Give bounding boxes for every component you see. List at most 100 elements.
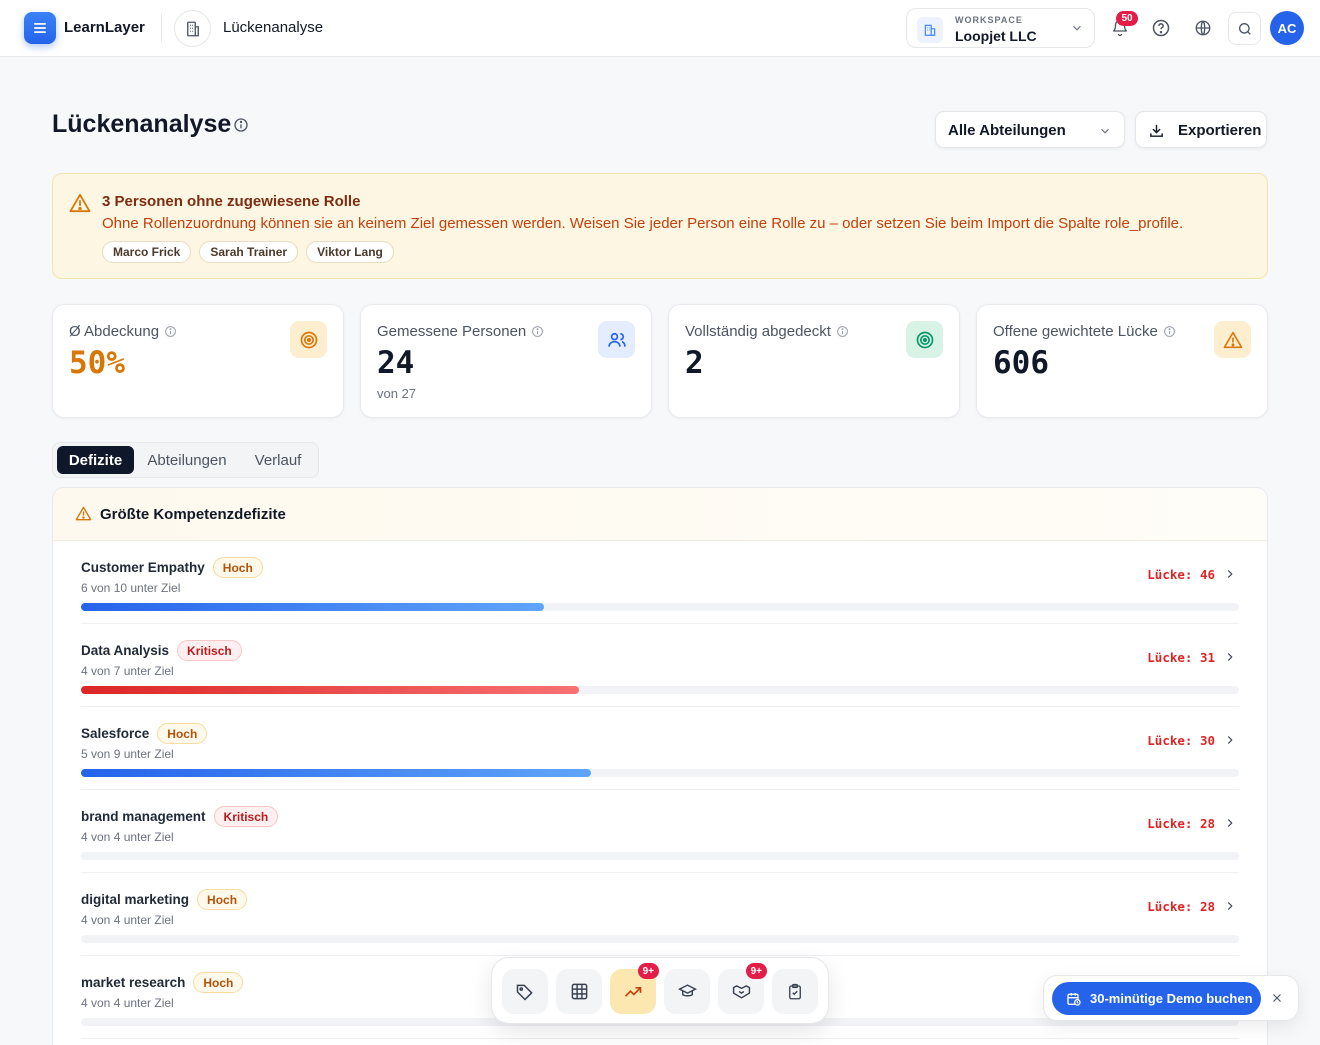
severity-badge: Hoch (197, 889, 248, 910)
workspace-label: WORKSPACE (955, 15, 1023, 25)
bottom-dock: 9+ 9+ (491, 957, 829, 1024)
severity-badge: Kritisch (213, 806, 279, 827)
skill-name-group: Salesforce Hoch (81, 723, 208, 744)
panel-header: Größte Kompetenzdefizite (53, 488, 1267, 541)
deficit-row[interactable]: Customer Empathy Hoch 6 von 10 unter Ziel L… (81, 541, 1239, 624)
notification-badge: 50 (1116, 11, 1138, 26)
view-tabs: Defizite Abteilungen Verlauf (52, 442, 319, 478)
progress-track (81, 686, 1239, 694)
building-icon (174, 10, 211, 47)
tab-verlauf[interactable]: Verlauf (254, 451, 302, 469)
menu-logo-icon[interactable] (24, 12, 56, 44)
dock-badge: 9+ (637, 963, 659, 979)
warning-icon (69, 193, 91, 213)
dock-button-grid[interactable] (556, 969, 602, 1014)
chevron-right-icon[interactable] (1223, 733, 1237, 747)
top-bar: LearnLayer Lückenanalyse WORKSPACE Loopj… (0, 0, 1320, 57)
severity-badge: Kritisch (177, 640, 242, 661)
tab-abteilungen[interactable]: Abteilungen (147, 451, 227, 469)
close-icon[interactable] (1270, 991, 1284, 1005)
deficit-row[interactable]: brand management Kritisch 4 von 4 unter Zi… (81, 790, 1239, 873)
panel-title: Größte Kompetenzdefizite (100, 506, 286, 523)
info-icon[interactable] (836, 325, 849, 338)
graduation-cap-icon (677, 984, 697, 997)
warning-icon (1214, 321, 1251, 358)
gap-value: Lücke: 28 (1147, 816, 1215, 831)
deficit-row[interactable]: Salesforce Hoch 5 von 9 unter Ziel Lücke: 3… (81, 707, 1239, 790)
user-avatar[interactable]: AC (1270, 11, 1304, 45)
chevron-right-icon[interactable] (1223, 650, 1237, 664)
deficit-row[interactable]: Data Analysis Kritisch 4 von 7 unter Ziel L… (81, 624, 1239, 707)
person-chips: Marco Frick Sarah Trainer Viktor Lang (102, 241, 394, 263)
stat-label: Gemessene Personen (377, 323, 544, 340)
dock-button-tasks[interactable] (772, 969, 818, 1014)
chevron-down-icon (1101, 128, 1109, 134)
workspace-switcher[interactable]: WORKSPACE Loopjet LLC (906, 8, 1095, 48)
search-icon (1238, 22, 1251, 35)
dock-button-tags[interactable] (502, 969, 548, 1014)
person-chip[interactable]: Sarah Trainer (199, 241, 299, 263)
calendar-clock-icon (1067, 992, 1081, 1006)
deficit-row[interactable]: digital marketing Hoch 4 von 4 unter Ziel L… (81, 873, 1239, 956)
info-icon[interactable] (233, 117, 249, 138)
person-chip[interactable]: Viktor Lang (306, 241, 394, 263)
workspace-name: Loopjet LLC (955, 28, 1037, 44)
skill-name: market research (81, 975, 186, 990)
skill-name-group: digital marketing Hoch (81, 889, 248, 910)
skill-name: brand management (81, 809, 206, 824)
progress-track (81, 769, 1239, 777)
divider (161, 14, 162, 42)
stat-card-coverage: Ø Abdeckung 50% (52, 304, 344, 418)
users-icon (598, 321, 635, 358)
skill-name-group: brand management Kritisch (81, 806, 279, 827)
chevron-right-icon[interactable] (1223, 899, 1237, 913)
book-demo-label: 30-minütige Demo buchen (1090, 991, 1253, 1006)
chevron-right-icon[interactable] (1223, 567, 1237, 581)
warning-text: Ohne Rollenzuordnung können sie an keine… (102, 215, 1184, 232)
info-icon[interactable] (531, 325, 544, 338)
chevron-right-icon[interactable] (1223, 816, 1237, 830)
progress-fill (81, 603, 545, 611)
department-select[interactable]: Alle Abteilungen (935, 111, 1125, 148)
below-target-count: 4 von 4 unter Ziel (81, 830, 174, 844)
deficits-panel: Größte Kompetenzdefizite Customer Empath… (52, 487, 1268, 1045)
page-title: Lückenanalyse (52, 110, 232, 138)
progress-track (81, 935, 1239, 943)
book-demo-button[interactable]: 30-minütige Demo buchen (1052, 982, 1261, 1015)
progress-track (81, 603, 1239, 611)
breadcrumb: Lückenanalyse (223, 19, 324, 36)
dock-button-learning[interactable] (664, 969, 710, 1014)
warning-icon (75, 506, 92, 521)
brand-name[interactable]: LearnLayer (64, 19, 145, 36)
target-icon (290, 321, 327, 358)
warning-title: 3 Personen ohne zugewiesene Rolle (102, 193, 361, 210)
stat-label: Offene gewichtete Lücke (993, 323, 1176, 340)
skill-name: digital marketing (81, 892, 190, 907)
search-button[interactable] (1228, 12, 1261, 45)
globe-icon[interactable] (1189, 14, 1217, 42)
download-icon (1150, 124, 1163, 137)
export-label: Exportieren (1178, 122, 1262, 139)
missing-role-warning: 3 Personen ohne zugewiesene Rolle Ohne R… (52, 173, 1268, 279)
dock-button-partners[interactable]: 9+ (718, 963, 767, 1014)
handshake-icon (732, 985, 750, 999)
help-icon[interactable] (1147, 14, 1175, 42)
progress-fill (81, 686, 579, 694)
stat-sub: von 27 (377, 386, 417, 401)
progress-track (81, 852, 1239, 860)
skill-name-group: Customer Empathy Hoch (81, 557, 263, 578)
severity-badge: Hoch (193, 972, 244, 993)
person-chip[interactable]: Marco Frick (102, 241, 192, 263)
chevron-down-icon (1073, 25, 1081, 31)
export-button[interactable]: Exportieren (1135, 111, 1267, 148)
stat-value: 606 (993, 345, 1049, 381)
building-icon (917, 17, 943, 43)
gap-value: Lücke: 30 (1147, 733, 1215, 748)
tab-defizite[interactable]: Defizite (57, 446, 134, 474)
dock-button-trends[interactable]: 9+ (610, 963, 659, 1014)
stat-card-fully-covered: Vollständig abgedeckt 2 (668, 304, 960, 418)
stat-value: 50% (69, 345, 125, 381)
info-icon[interactable] (1163, 325, 1176, 338)
info-icon[interactable] (164, 325, 177, 338)
stat-label: Ø Abdeckung (69, 323, 177, 340)
